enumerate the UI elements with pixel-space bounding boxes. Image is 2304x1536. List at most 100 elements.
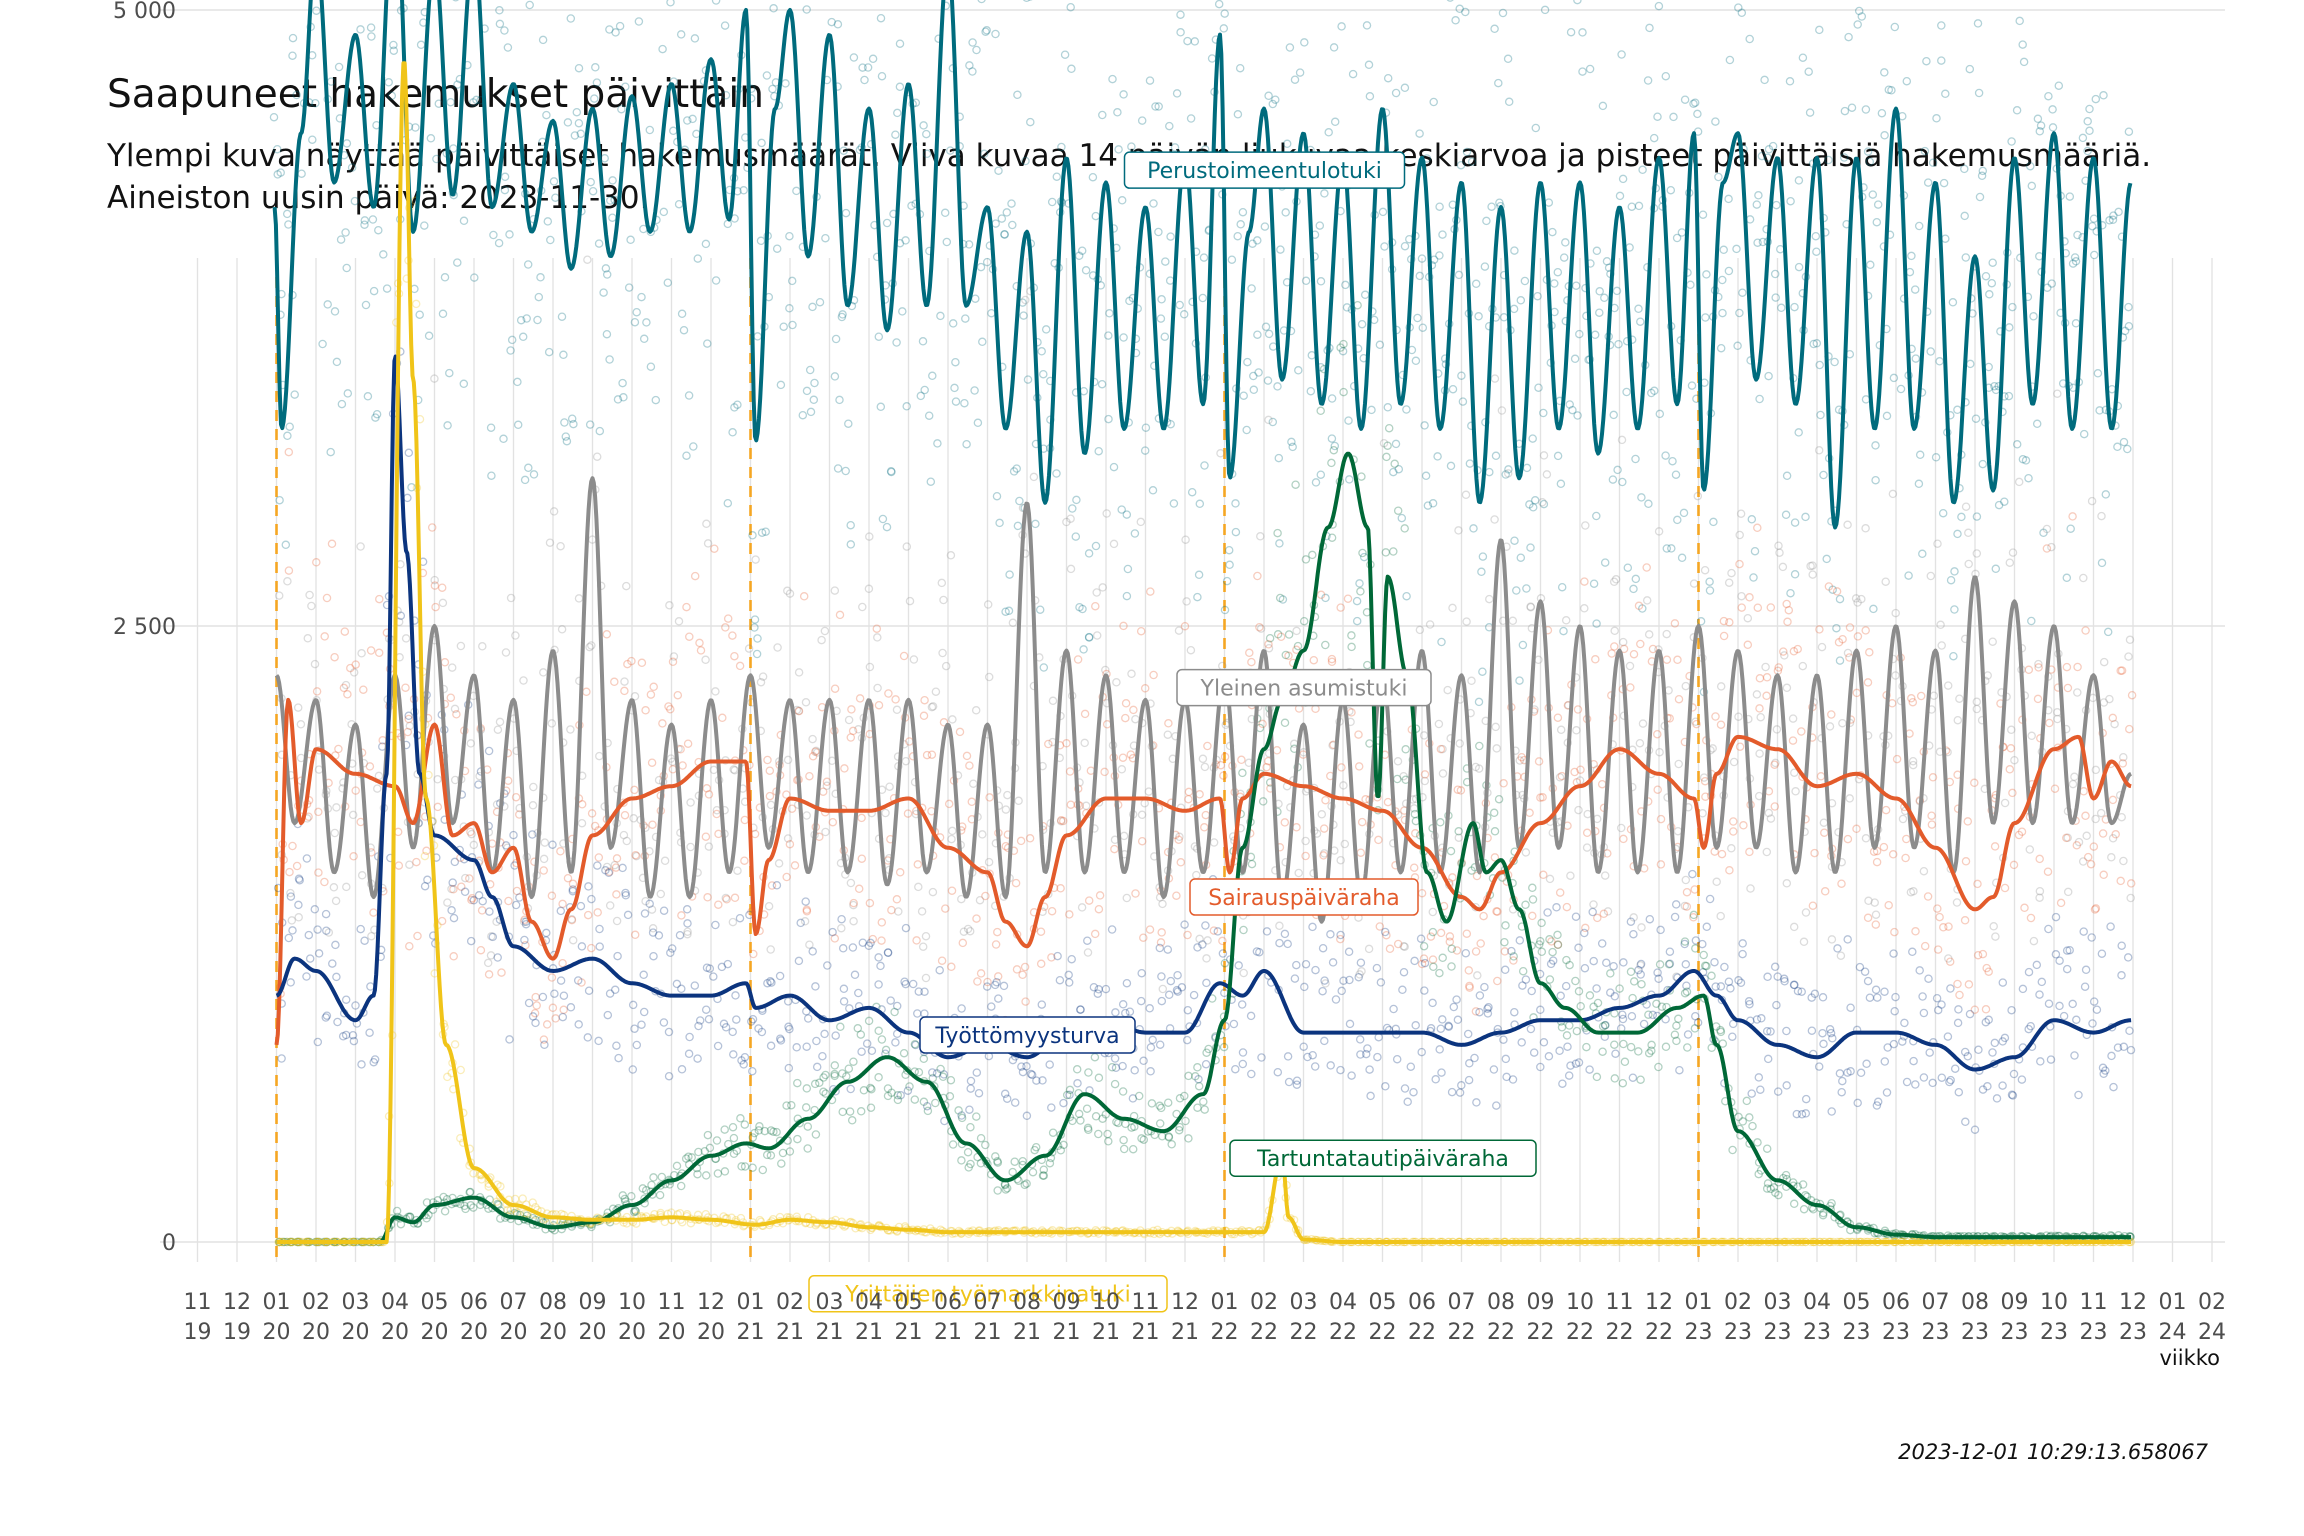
- daily-point: [568, 935, 578, 945]
- daily-point: [1743, 613, 1753, 623]
- daily-point: [1055, 975, 1065, 985]
- daily-point: [1880, 131, 1889, 140]
- daily-point: [446, 97, 455, 107]
- daily-point: [858, 63, 867, 72]
- daily-point: [683, 927, 692, 936]
- daily-point: [493, 953, 502, 962]
- daily-point: [2018, 454, 2028, 464]
- daily-point: [976, 969, 986, 978]
- daily-point: [1574, 805, 1583, 815]
- daily-point: [908, 979, 918, 989]
- daily-point: [485, 907, 494, 916]
- daily-point: [1409, 1087, 1418, 1097]
- daily-point: [592, 78, 602, 87]
- daily-point: [1480, 262, 1490, 271]
- daily-point: [1471, 1007, 1481, 1016]
- daily-point: [655, 1190, 665, 1200]
- daily-point: [1971, 414, 1981, 423]
- daily-point: [1066, 564, 1076, 574]
- daily-point: [1564, 1071, 1574, 1080]
- daily-point: [1156, 938, 1166, 947]
- daily-point: [1762, 847, 1772, 857]
- daily-point: [1376, 978, 1386, 987]
- daily-point: [275, 495, 284, 505]
- daily-point: [1400, 1084, 1410, 1093]
- daily-point: [621, 82, 630, 91]
- daily-point: [1689, 913, 1698, 922]
- daily-point: [728, 631, 737, 640]
- daily-point: [1028, 1167, 1038, 1177]
- daily-point: [787, 276, 797, 286]
- daily-point: [1937, 1000, 1946, 1009]
- daily-point: [903, 809, 913, 818]
- daily-point: [1157, 928, 1166, 937]
- daily-point: [772, 881, 782, 890]
- daily-point: [1299, 616, 1309, 626]
- daily-point: [939, 718, 949, 727]
- daily-point: [1788, 736, 1798, 745]
- daily-point: [1545, 935, 1554, 944]
- daily-point: [1718, 275, 1727, 285]
- daily-point: [2024, 473, 2033, 483]
- daily-point: [660, 856, 670, 866]
- daily-point: [778, 1148, 788, 1158]
- daily-point: [718, 713, 727, 723]
- daily-point: [1009, 467, 1019, 476]
- daily-point: [1945, 957, 1955, 966]
- daily-point: [991, 940, 1001, 949]
- daily-point: [503, 43, 513, 52]
- daily-point: [941, 904, 950, 913]
- daily-point: [2085, 126, 2094, 136]
- daily-point: [886, 996, 895, 1005]
- daily-point: [1774, 541, 1783, 550]
- daily-point: [1247, 284, 1256, 293]
- daily-point: [1391, 439, 1401, 449]
- daily-point: [302, 972, 311, 981]
- daily-point: [1617, 50, 1626, 59]
- daily-point: [361, 300, 371, 310]
- daily-point: [1861, 395, 1871, 404]
- daily-point: [1471, 947, 1481, 956]
- daily-point: [1755, 674, 1765, 683]
- daily-point: [1292, 626, 1301, 636]
- daily-point: [663, 278, 673, 287]
- daily-point: [892, 895, 902, 904]
- daily-point: [1735, 530, 1744, 540]
- daily-point: [836, 1022, 845, 1032]
- daily-point: [1610, 1040, 1619, 1049]
- daily-point: [1105, 309, 1114, 318]
- daily-point: [2012, 440, 2022, 449]
- daily-point: [1094, 904, 1104, 914]
- daily-point: [292, 90, 301, 100]
- daily-point: [920, 385, 929, 395]
- daily-point: [675, 930, 685, 940]
- daily-point: [806, 407, 816, 417]
- daily-point: [1607, 649, 1616, 658]
- daily-point: [1982, 963, 1991, 973]
- daily-point: [1539, 451, 1549, 460]
- daily-point: [1144, 787, 1154, 796]
- daily-point: [534, 292, 544, 302]
- daily-point: [1565, 1021, 1574, 1030]
- daily-point: [877, 1035, 887, 1044]
- daily-point: [1155, 1119, 1165, 1128]
- daily-point: [1013, 521, 1023, 531]
- daily-point: [641, 706, 650, 715]
- daily-point: [2091, 765, 2101, 775]
- daily-point: [1847, 103, 1857, 112]
- daily-point: [2043, 283, 2052, 292]
- daily-point: [2000, 497, 2009, 506]
- daily-point: [847, 705, 856, 714]
- daily-point: [1390, 459, 1399, 469]
- daily-point: [539, 668, 548, 677]
- daily-point: [1637, 923, 1646, 932]
- daily-point: [803, 1014, 813, 1023]
- daily-point: [1139, 933, 1148, 942]
- daily-point: [360, 220, 369, 229]
- daily-point: [1781, 510, 1791, 520]
- daily-point: [1417, 254, 1427, 263]
- daily-point: [827, 17, 836, 27]
- daily-point: [1573, 705, 1583, 714]
- daily-point: [405, 941, 414, 951]
- daily-point: [1402, 591, 1411, 601]
